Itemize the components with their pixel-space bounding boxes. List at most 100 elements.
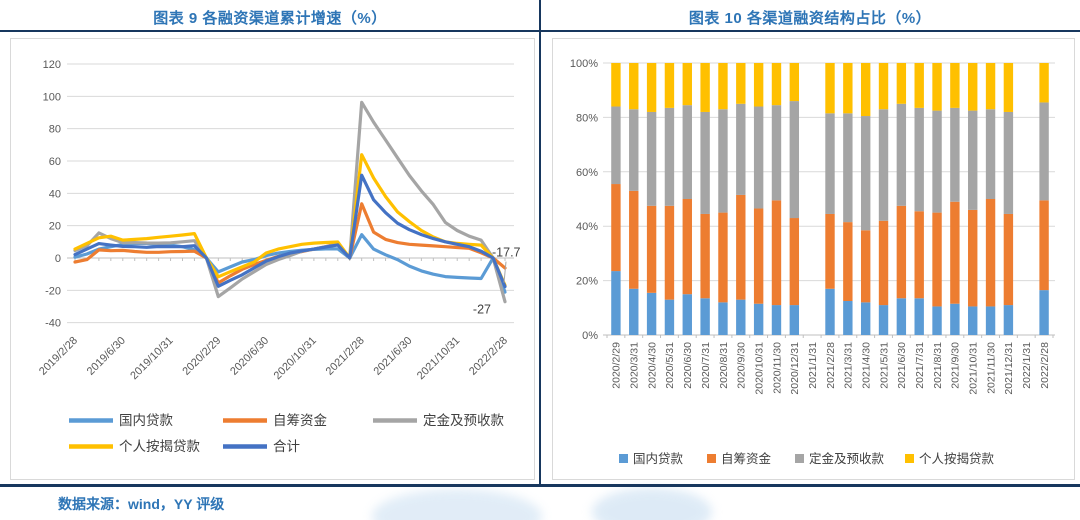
bar-segment-自筹资金	[932, 212, 942, 307]
bar-segment-自筹资金	[611, 184, 621, 272]
bar-segment-国内贷款	[771, 305, 782, 335]
y-axis-label: 20	[49, 221, 61, 233]
watermark-blob	[592, 488, 712, 520]
bar-segment-自筹资金	[771, 200, 782, 306]
y-axis-label: 0%	[582, 330, 598, 342]
bar-segment-定金及预收款	[878, 109, 889, 221]
data-label: -17.7	[492, 246, 521, 260]
bar-segment-国内贷款	[1003, 305, 1014, 335]
x-axis-label: 2021/11/30	[985, 342, 997, 394]
bar-segment-定金及预收款	[682, 105, 692, 199]
bar-segment-国内贷款	[1039, 290, 1049, 335]
legend-square-marker	[905, 454, 914, 463]
x-axis-label: 2021/5/31	[878, 342, 890, 389]
bar-segment-国内贷款	[611, 271, 621, 335]
bar-segment-自筹资金	[896, 205, 907, 299]
legend-label: 国内贷款	[633, 452, 684, 466]
bar-segment-自筹资金	[629, 190, 639, 289]
y-axis-label: 40%	[576, 221, 598, 233]
legend-square-marker	[707, 454, 716, 463]
bar-segment-定金及预收款	[860, 116, 871, 231]
x-axis-label: 2020/6/30	[682, 342, 694, 389]
bar-segment-个人按揭贷款	[932, 63, 942, 111]
bar-segment-个人按揭贷款	[771, 63, 782, 106]
y-axis-label: 100	[43, 91, 61, 103]
bar-segment-个人按揭贷款	[985, 63, 996, 110]
y-axis-label: 20%	[576, 276, 598, 288]
bar-segment-个人按揭贷款	[914, 63, 924, 108]
data-label: -27	[473, 303, 491, 317]
data-source: 数据来源：wind，YY 评级	[58, 496, 225, 512]
bar-segment-个人按揭贷款	[718, 63, 728, 110]
x-axis-label: 2020/9/30	[736, 342, 748, 389]
bottom-rule	[0, 484, 1080, 487]
bar-segment-国内贷款	[878, 305, 889, 335]
bar-segment-个人按揭贷款	[629, 63, 639, 110]
x-axis-label: 2021/2/28	[825, 342, 837, 389]
bar-segment-个人按揭贷款	[753, 63, 764, 107]
bar-segment-国内贷款	[825, 288, 835, 335]
y-axis-label: 40	[49, 188, 61, 200]
bar-segment-国内贷款	[664, 299, 675, 335]
y-axis-label: -40	[45, 318, 61, 330]
bar-segment-个人按揭贷款	[700, 63, 710, 112]
bar-segment-自筹资金	[664, 205, 675, 300]
bar-segment-国内贷款	[646, 292, 657, 335]
bar-segment-定金及预收款	[611, 106, 621, 185]
bar-segment-定金及预收款	[1039, 102, 1049, 201]
x-axis-label: 2020/6/30	[228, 335, 271, 378]
y-axis-label: 80%	[576, 112, 598, 124]
x-axis-label: 2020/3/31	[629, 342, 641, 389]
left-title-rule	[0, 30, 540, 32]
bar-segment-个人按揭贷款	[968, 63, 978, 111]
x-axis-label: 2020/12/31	[789, 342, 801, 395]
bar-segment-定金及预收款	[771, 105, 782, 201]
x-axis-label: 2021/6/30	[371, 335, 414, 378]
bar-segment-国内贷款	[914, 298, 924, 335]
y-axis-label: 60%	[576, 167, 598, 179]
x-axis-label: 2019/2/28	[37, 335, 80, 378]
bar-segment-自筹资金	[878, 220, 889, 306]
bar-segment-个人按揭贷款	[1039, 63, 1049, 103]
watermark-blob	[372, 489, 542, 520]
bar-segment-自筹资金	[1039, 200, 1049, 291]
bar-segment-个人按揭贷款	[646, 63, 657, 112]
bar-segment-定金及预收款	[825, 113, 835, 214]
bar-segment-自筹资金	[950, 201, 960, 304]
bar-segment-国内贷款	[700, 298, 710, 335]
bar-segment-定金及预收款	[1003, 111, 1014, 214]
bar-segment-国内贷款	[753, 303, 764, 335]
x-axis-label: 2021/1/31	[807, 342, 819, 389]
x-axis-label: 2020/11/30	[771, 342, 783, 394]
bar-segment-自筹资金	[753, 208, 764, 304]
x-axis-label: 2020/2/29	[611, 342, 623, 389]
legend-label: 自筹资金	[721, 451, 772, 466]
bar-segment-个人按揭贷款	[682, 63, 692, 106]
y-axis-label: 60	[49, 156, 61, 168]
bar-segment-自筹资金	[736, 194, 746, 300]
x-axis-label: 2020/8/31	[718, 342, 730, 389]
legend-label: 定金及预收款	[809, 451, 885, 466]
bar-segment-定金及预收款	[843, 113, 853, 223]
bar-segment-自筹资金	[825, 213, 835, 289]
bar-segment-个人按揭贷款	[789, 63, 800, 102]
bar-segment-自筹资金	[646, 205, 657, 293]
x-axis-label: 2019/6/30	[85, 335, 128, 378]
bar-segment-国内贷款	[896, 298, 907, 335]
bar-segment-自筹资金	[914, 211, 924, 299]
x-axis-label: 2021/3/31	[843, 342, 855, 389]
x-axis-label: 2021/2/28	[324, 335, 367, 378]
x-axis-label: 2022/2/28	[467, 335, 510, 378]
bar-segment-定金及预收款	[700, 111, 710, 214]
x-axis-label: 2020/10/31	[753, 342, 765, 395]
x-axis-label: 2020/10/31	[272, 335, 319, 382]
series-line-合计	[73, 173, 507, 289]
bar-segment-个人按揭贷款	[843, 63, 853, 114]
bar-segment-国内贷款	[736, 299, 746, 335]
bar-segment-定金及预收款	[718, 109, 728, 213]
bar-segment-国内贷款	[950, 303, 960, 335]
x-axis-label: 2021/8/31	[932, 342, 944, 389]
legend-square-marker	[619, 454, 628, 463]
bar-segment-定金及预收款	[896, 103, 907, 206]
